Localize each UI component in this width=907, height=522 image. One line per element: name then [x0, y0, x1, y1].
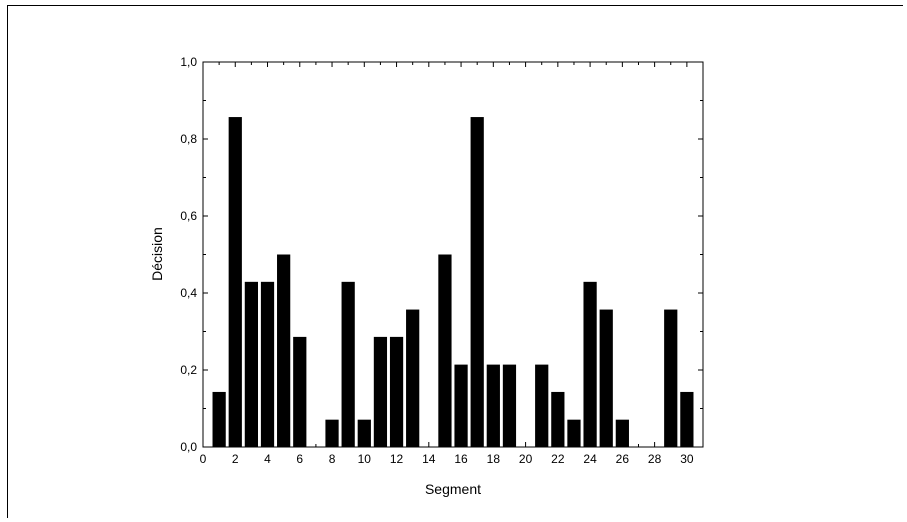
figure-frame	[7, 5, 903, 518]
bar-segment-2	[228, 117, 242, 447]
x-tick-label: 8	[329, 452, 336, 466]
y-tick-label: 1,0	[180, 55, 197, 69]
bar-segment-17	[470, 117, 484, 447]
x-tick-label: 16	[454, 452, 468, 466]
y-tick-label: 0,0	[180, 440, 197, 454]
bar-segment-1	[212, 391, 226, 447]
y-tick-label: 0,6	[180, 209, 197, 223]
bar-segment-29	[664, 309, 678, 447]
bar-segment-21	[535, 364, 549, 447]
bar-segment-26	[615, 419, 629, 447]
x-tick-label: 10	[358, 452, 372, 466]
x-tick-label: 14	[422, 452, 436, 466]
bar-segment-16	[454, 364, 468, 447]
bar-segment-25	[599, 309, 613, 447]
bar-segment-12	[389, 336, 404, 447]
y-tick-label: 0,8	[180, 132, 197, 146]
x-tick-label: 0	[200, 452, 207, 466]
bar-segment-8	[325, 419, 339, 447]
x-tick-label: 20	[519, 452, 533, 466]
y-tick-label: 0,2	[180, 363, 197, 377]
bar-segment-4	[260, 281, 275, 447]
x-tick-label: 4	[264, 452, 271, 466]
bar-segment-19	[502, 364, 517, 447]
y-axis-title: Décision	[149, 227, 165, 281]
bar-segment-15	[438, 254, 452, 447]
bar-segment-5	[277, 254, 291, 447]
bar-segment-13	[406, 309, 420, 447]
bar-segment-10	[357, 419, 371, 447]
bar-segment-23	[567, 419, 581, 447]
y-axis-ticks: 0,0 0,2 0,4 0,6 0,8 1,0	[180, 55, 703, 454]
x-tick-label: 18	[487, 452, 501, 466]
x-tick-label: 6	[296, 452, 303, 466]
x-tick-label: 12	[390, 452, 404, 466]
bar-segment-30	[680, 391, 694, 447]
x-tick-label: 24	[583, 452, 597, 466]
x-tick-label: 28	[648, 452, 662, 466]
bar-segment-3	[244, 281, 258, 447]
x-axis-ticks: 0 2 4 6 8 10 12 14 16 18 20 22 24 26 28 30	[200, 62, 694, 466]
bars-group	[212, 117, 694, 447]
x-tick-label: 26	[616, 452, 630, 466]
bar-segment-22	[551, 391, 565, 447]
x-tick-label: 30	[680, 452, 694, 466]
bar-segment-11	[373, 336, 388, 447]
bar-segment-9	[341, 281, 355, 447]
x-axis-title: Segment	[425, 481, 481, 497]
bar-segment-18	[486, 364, 500, 447]
x-tick-label: 22	[551, 452, 565, 466]
bar-segment-6	[293, 336, 307, 447]
bar-segment-24	[583, 281, 597, 447]
x-tick-label: 2	[232, 452, 239, 466]
y-tick-label: 0,4	[180, 286, 197, 300]
